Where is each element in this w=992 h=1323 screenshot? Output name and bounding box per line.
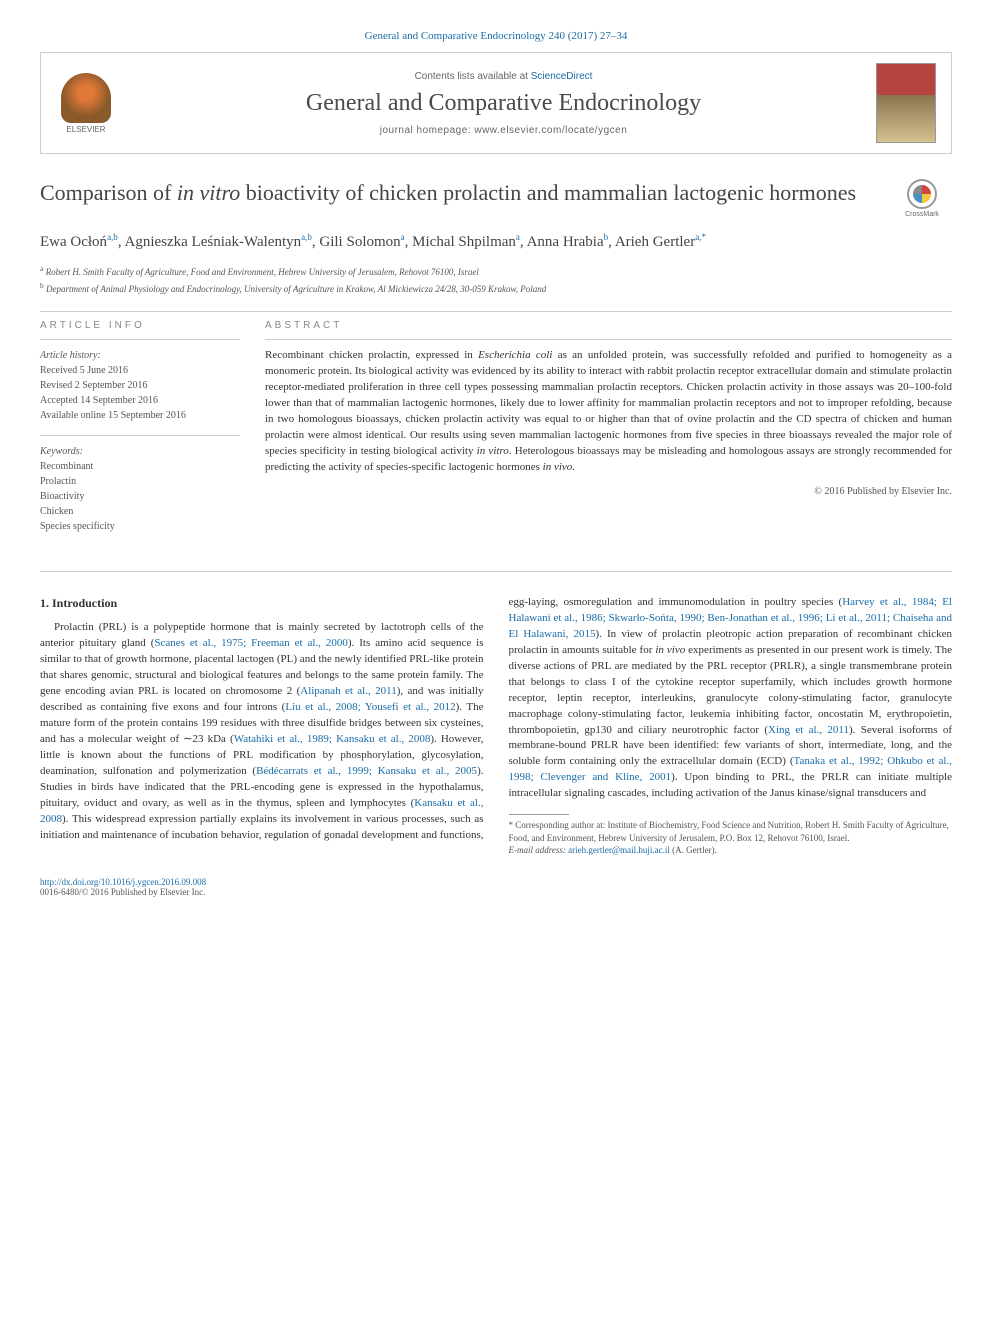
contents-prefix: Contents lists available at [415,71,531,82]
keyword-2: Prolactin [40,474,240,489]
contents-line: Contents lists available at ScienceDirec… [131,71,876,82]
keyword-1: Recombinant [40,459,240,474]
abs-i3: in vivo [543,461,573,473]
email-link[interactable]: arieh.gertler@mail.huji.ac.il [568,845,670,855]
author-5: , Anna Hrabia [520,234,604,250]
divider [40,435,240,436]
elsevier-text: ELSEVIER [66,125,105,134]
divider [40,571,952,572]
title-part1: Comparison of [40,180,177,205]
p2ci: in vivo [655,644,685,656]
title-part2: bioactivity of chicken prolactin and mam… [240,180,856,205]
keyword-5: Species specificity [40,519,240,534]
keywords-label: Keywords: [40,444,240,459]
author-3: , Gili Solomon [312,234,401,250]
email-label: E-mail address: [509,845,566,855]
footnote-separator [509,814,569,815]
received-date: Received 5 June 2016 [40,363,240,378]
author-1: Ewa Ocłoń [40,234,107,250]
abs-t4: . [572,461,575,473]
corresponding-mark: * [701,232,706,242]
body-paragraph-1: Prolactin (PRL) is a polypeptide hormone… [40,595,952,857]
abstract-text: Recombinant chicken prolactin, expressed… [265,348,952,476]
citation-3[interactable]: Liu et al., 2008; Yousefi et al., 2012 [285,701,455,713]
crossmark-badge[interactable]: CrossMark [892,179,952,219]
elsevier-logo: ELSEVIER [56,71,116,136]
author-1-affil: a,b [107,232,118,242]
citation-5[interactable]: Bédécarrats et al., 1999; Kansaku et al.… [256,765,477,777]
journal-header-box: ELSEVIER Contents lists available at Sci… [40,52,952,154]
title-row: Comparison of in vitro bioactivity of ch… [40,179,952,219]
citation-4[interactable]: Watahiki et al., 1989; Kansaku et al., 2… [234,733,431,745]
affiliation-b-text: Department of Animal Physiology and Endo… [46,284,546,294]
keywords-block: Keywords: Recombinant Prolactin Bioactiv… [40,444,240,534]
accepted-date: Accepted 14 September 2016 [40,393,240,408]
author-2: , Agnieszka Leśniak-Walentyn [118,234,301,250]
crossmark-label: CrossMark [905,211,939,218]
divider [40,311,952,312]
email-name: (A. Gertler). [670,845,717,855]
affiliation-b: b Department of Animal Physiology and En… [40,280,952,297]
history-block: Article history: Received 5 June 2016 Re… [40,348,240,423]
doi-link[interactable]: http://dx.doi.org/10.1016/j.ygcen.2016.0… [40,877,952,887]
email-footnote: E-mail address: arieh.gertler@mail.huji.… [509,844,953,857]
affiliation-a: a Robert H. Smith Faculty of Agriculture… [40,263,952,280]
abstract-copyright: © 2016 Published by Elsevier Inc. [265,486,952,497]
p2d: experiments as presented in our present … [509,644,953,736]
section-1-heading: 1. Introduction [40,595,484,612]
corresponding-author-footnote: * Corresponding author at: Institute of … [509,819,953,844]
abstract-heading: abstract [265,320,952,331]
issn-copyright: 0016-6480/© 2016 Published by Elsevier I… [40,887,952,897]
crossmark-icon [907,179,937,209]
revised-date: Revised 2 September 2016 [40,378,240,393]
homepage-url[interactable]: www.elsevier.com/locate/ygcen [474,125,627,136]
abs-i2: in vitro [477,445,509,457]
abs-i1: Escherichia coli [478,349,552,361]
author-2-affil: a,b [301,232,312,242]
header-citation: General and Comparative Endocrinology 24… [40,30,952,42]
keyword-3: Bioactivity [40,489,240,504]
author-4: , Michal Shpilman [405,234,516,250]
page-footer: http://dx.doi.org/10.1016/j.ygcen.2016.0… [40,877,952,897]
article-title: Comparison of in vitro bioactivity of ch… [40,179,877,208]
article-info-column: article info Article history: Received 5… [40,320,240,546]
abstract-column: abstract Recombinant chicken prolactin, … [265,320,952,546]
article-info-heading: article info [40,320,240,331]
sciencedirect-link[interactable]: ScienceDirect [531,71,593,82]
online-date: Available online 15 September 2016 [40,408,240,423]
title-italic: in vitro [177,180,240,205]
affiliation-a-text: Robert H. Smith Faculty of Agriculture, … [46,267,479,277]
affiliations: a Robert H. Smith Faculty of Agriculture… [40,263,952,296]
body-columns: 1. Introduction Prolactin (PRL) is a pol… [40,595,952,857]
citation-2[interactable]: Alipanah et al., 2011 [300,685,396,697]
citation-1[interactable]: Scanes et al., 1975; Freeman et al., 200… [154,637,347,649]
journal-center: Contents lists available at ScienceDirec… [131,71,876,136]
citation-8[interactable]: Xing et al., 2011 [768,724,849,736]
divider [265,339,952,340]
abs-t2: as an unfolded protein, was successfully… [265,349,952,457]
journal-cover-thumbnail [876,63,936,143]
journal-name: General and Comparative Endocrinology [131,90,876,117]
info-abstract-row: article info Article history: Received 5… [40,320,952,546]
homepage-line: journal homepage: www.elsevier.com/locat… [131,125,876,136]
author-6: , Arieh Gertler [608,234,695,250]
keyword-4: Chicken [40,504,240,519]
authors-list: Ewa Ocłońa,b, Agnieszka Leśniak-Walentyn… [40,231,952,253]
divider [40,339,240,340]
abs-t1: Recombinant chicken prolactin, expressed… [265,349,478,361]
history-label: Article history: [40,348,240,363]
homepage-prefix: journal homepage: [380,125,475,136]
elsevier-tree-icon [61,73,111,123]
